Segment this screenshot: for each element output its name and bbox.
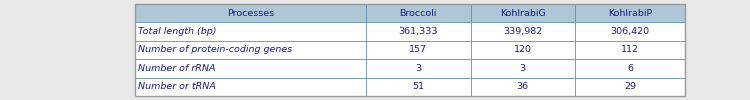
- Text: 3: 3: [520, 64, 526, 73]
- Bar: [470, 78, 575, 96]
- Text: 6: 6: [627, 64, 633, 73]
- Bar: [135, 4, 366, 22]
- Text: 51: 51: [413, 82, 424, 91]
- Bar: [135, 22, 366, 41]
- Bar: [135, 78, 366, 96]
- Text: 36: 36: [517, 82, 529, 91]
- Text: KohlrabiP: KohlrabiP: [608, 9, 652, 18]
- Bar: [575, 59, 685, 78]
- Bar: [366, 78, 470, 96]
- Text: 361,333: 361,333: [398, 27, 438, 36]
- Bar: [366, 4, 470, 22]
- Text: 306,420: 306,420: [610, 27, 650, 36]
- Bar: [575, 22, 685, 41]
- Text: Processes: Processes: [227, 9, 274, 18]
- Bar: [470, 59, 575, 78]
- Bar: [366, 59, 470, 78]
- Bar: [470, 4, 575, 22]
- Bar: [575, 4, 685, 22]
- Text: Broccoli: Broccoli: [400, 9, 437, 18]
- Text: Number of rRNA: Number of rRNA: [138, 64, 215, 73]
- Bar: [470, 41, 575, 59]
- Text: 157: 157: [410, 46, 428, 54]
- Bar: [135, 59, 366, 78]
- Bar: [366, 22, 470, 41]
- Bar: [575, 78, 685, 96]
- Bar: [135, 41, 366, 59]
- Bar: [470, 22, 575, 41]
- Text: KohlrabiG: KohlrabiG: [500, 9, 545, 18]
- Text: Number or tRNA: Number or tRNA: [138, 82, 216, 91]
- Text: 29: 29: [624, 82, 636, 91]
- Bar: [575, 41, 685, 59]
- Bar: [366, 41, 470, 59]
- Text: Number of protein-coding genes: Number of protein-coding genes: [138, 46, 292, 54]
- Text: 3: 3: [416, 64, 422, 73]
- Text: 339,982: 339,982: [503, 27, 542, 36]
- Text: 112: 112: [621, 46, 639, 54]
- Text: 120: 120: [514, 46, 532, 54]
- Text: Total length (bp): Total length (bp): [138, 27, 217, 36]
- Bar: [135, 4, 685, 96]
